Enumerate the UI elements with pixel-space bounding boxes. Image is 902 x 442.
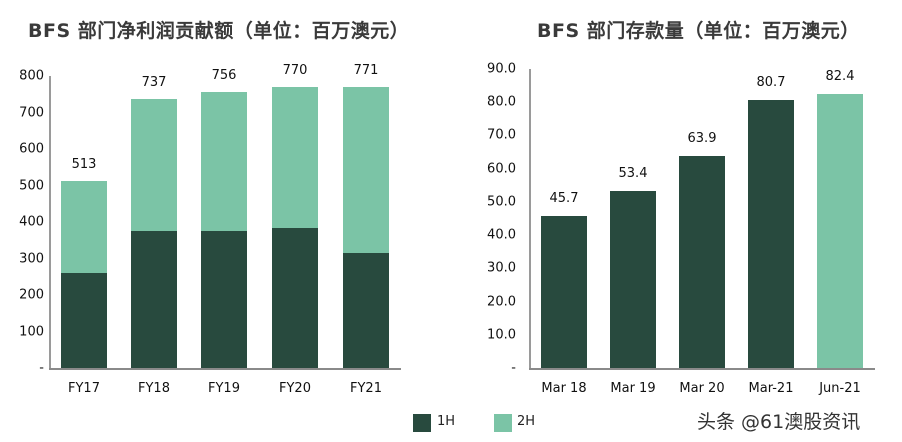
bar-mar-19 [610, 190, 656, 368]
value-label: 45.7 [549, 191, 579, 207]
right-y-tick-label: 30.0 [487, 260, 516, 276]
left-y-tick-label: 800 [19, 68, 44, 84]
right-y-tick-label: 80.0 [487, 94, 516, 110]
watermark-text: 头条 @61澳股资讯 [697, 411, 861, 433]
bar-jun-21 [817, 94, 863, 368]
left-y-tick-label: - [39, 360, 44, 376]
x-category-label: FY21 [350, 381, 382, 396]
bar-2h-fy18 [131, 98, 177, 232]
right-y-tick-label: 10.0 [487, 327, 516, 343]
x-category-label: Mar-21 [748, 381, 794, 396]
x-category-label: FY20 [279, 381, 311, 396]
left-y-tick-label: 500 [19, 178, 44, 193]
left-y-tick-label: 200 [19, 287, 44, 303]
left-y-tick-label: 600 [19, 141, 44, 157]
value-label: 63.9 [687, 130, 717, 146]
right-chart-title: BFS 部门存款量（单位：百万澳元） [537, 20, 860, 42]
right-y-tick-label: 50.0 [487, 194, 516, 210]
left-y-tick-label: 300 [19, 251, 44, 266]
legend-2h-label: 2H [517, 414, 536, 429]
total-value-label: 770 [282, 62, 308, 78]
x-category-label: Mar 18 [541, 381, 587, 396]
right-y-tick-label: 70.0 [487, 127, 516, 143]
value-label: 80.7 [756, 74, 786, 90]
bar-mar-20 [679, 155, 725, 368]
total-value-label: 737 [141, 74, 167, 90]
bar-1h-fy20 [272, 227, 318, 368]
right-x-axis-line [529, 368, 875, 370]
legend-1h-swatch [413, 414, 431, 432]
total-value-label: 513 [71, 156, 97, 172]
x-category-label: FY18 [138, 381, 170, 396]
value-label: 82.4 [825, 69, 855, 85]
legend-1h-label: 1H [437, 414, 456, 429]
x-category-label: FY17 [68, 381, 100, 396]
left-y-tick-label: 400 [19, 214, 44, 230]
x-category-label: Mar 19 [610, 381, 656, 396]
right-y-tick-label: 20.0 [487, 294, 516, 310]
bar-2h-fy20 [272, 86, 318, 228]
left-chart-title: BFS 部门净利润贡献额（单位：百万澳元） [28, 20, 410, 42]
bar-1h-fy19 [201, 231, 247, 368]
left-y-axis-line [49, 76, 51, 369]
right-y-tick-label: 90.0 [487, 61, 516, 77]
bar-1h-fy18 [131, 231, 177, 368]
x-category-label: Mar 20 [679, 381, 725, 396]
legend-2h-swatch [494, 414, 512, 432]
right-y-axis-line [529, 69, 531, 369]
bar-mar-18 [541, 216, 587, 368]
bar-1h-fy21 [343, 253, 389, 368]
bar-mar-21 [748, 99, 794, 368]
total-value-label: 771 [353, 62, 379, 78]
bar-2h-fy19 [201, 92, 247, 232]
left-y-tick-label: 100 [19, 324, 44, 339]
left-x-axis-line [49, 368, 401, 370]
x-category-label: FY19 [208, 381, 240, 396]
bar-2h-fy17 [61, 180, 107, 274]
value-label: 53.4 [618, 165, 648, 181]
x-category-label: Jun-21 [819, 381, 861, 396]
left-y-tick-label: 700 [19, 105, 44, 120]
total-value-label: 756 [211, 68, 237, 84]
bar-2h-fy21 [343, 86, 389, 254]
right-y-tick-label: 60.0 [487, 161, 516, 177]
bar-1h-fy17 [61, 273, 107, 368]
right-y-tick-label: 40.0 [487, 227, 516, 243]
right-y-tick-label: - [511, 360, 516, 376]
